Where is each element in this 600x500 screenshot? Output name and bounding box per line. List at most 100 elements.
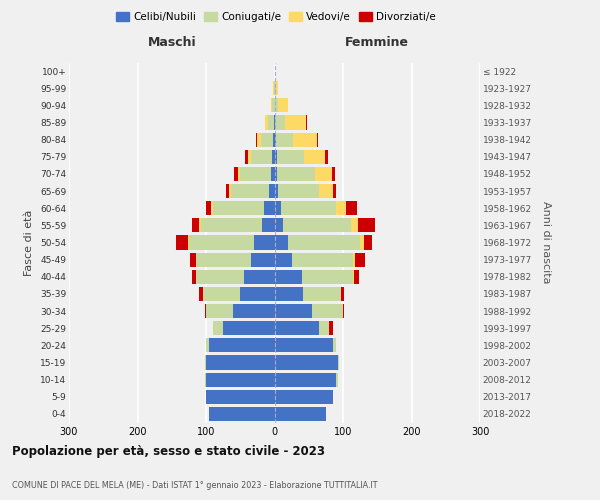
Bar [206,304,233,318]
Bar [315,167,332,181]
Bar [276,132,293,146]
Bar [278,98,288,112]
Bar [355,252,365,266]
Bar [245,150,248,164]
Text: COMUNE DI PACE DEL MELA (ME) - Dati ISTAT 1° gennaio 2023 - Elaborazione TUTTITA: COMUNE DI PACE DEL MELA (ME) - Dati ISTA… [12,480,377,490]
Bar [336,201,346,215]
Bar [176,236,188,250]
Bar [271,167,275,181]
Bar [188,236,189,250]
Bar [312,304,343,318]
Bar [256,132,257,146]
Bar [240,287,275,301]
Bar [329,321,333,335]
Text: Maschi: Maschi [148,36,196,49]
Bar [275,407,326,421]
Bar [271,98,272,112]
Bar [293,132,317,146]
Bar [223,321,275,335]
Bar [353,270,354,284]
Bar [277,167,315,181]
Text: Popolazione per età, sesso e stato civile - 2023: Popolazione per età, sesso e stato civil… [12,445,325,458]
Bar [199,218,200,232]
Bar [200,218,262,232]
Y-axis label: Fasce di età: Fasce di età [25,210,34,276]
Bar [268,116,274,130]
Bar [283,218,351,232]
Bar [364,236,372,250]
Bar [238,167,240,181]
Bar [261,132,273,146]
Bar [275,372,336,386]
Bar [354,270,359,284]
Y-axis label: Anni di nascita: Anni di nascita [541,201,551,284]
Bar [275,201,281,215]
Bar [333,338,336,352]
Bar [274,81,275,95]
Bar [325,150,328,164]
Bar [229,184,232,198]
Bar [319,184,333,198]
Bar [262,218,275,232]
Bar [251,252,275,266]
Bar [199,287,203,301]
Bar [275,116,286,130]
Bar [275,356,338,370]
Bar [248,150,251,164]
Bar [276,81,278,95]
Bar [302,270,353,284]
Bar [244,270,275,284]
Bar [205,372,206,386]
Bar [275,167,277,181]
Bar [353,252,355,266]
Bar [275,218,283,232]
Bar [189,236,254,250]
Bar [265,116,268,130]
Bar [341,287,344,301]
Bar [272,150,275,164]
Bar [192,218,199,232]
Text: Femmine: Femmine [345,36,409,49]
Bar [209,338,275,352]
Bar [277,150,304,164]
Bar [275,150,277,164]
Bar [275,390,333,404]
Bar [275,236,288,250]
Bar [196,252,251,266]
Bar [272,98,275,112]
Bar [275,338,333,352]
Bar [213,201,264,215]
Bar [240,167,271,181]
Bar [306,116,307,130]
Bar [196,270,244,284]
Bar [211,201,213,215]
Bar [192,270,196,284]
Bar [251,150,272,164]
Bar [358,218,375,232]
Bar [232,184,269,198]
Bar [303,287,341,301]
Bar [254,236,275,250]
Bar [206,372,275,386]
Bar [273,81,274,95]
Bar [319,321,329,335]
Bar [203,287,240,301]
Bar [343,304,344,318]
Bar [360,236,364,250]
Bar [275,304,312,318]
Bar [257,132,261,146]
Bar [351,218,358,232]
Bar [213,321,223,335]
Bar [209,407,275,421]
Bar [333,390,334,404]
Bar [269,184,275,198]
Bar [304,150,325,164]
Legend: Celibi/Nubili, Coniugati/e, Vedovi/e, Divorziati/e: Celibi/Nubili, Coniugati/e, Vedovi/e, Di… [112,8,440,26]
Bar [292,252,353,266]
Bar [264,201,275,215]
Bar [317,132,319,146]
Bar [206,338,209,352]
Bar [273,132,275,146]
Bar [206,356,275,370]
Bar [190,252,196,266]
